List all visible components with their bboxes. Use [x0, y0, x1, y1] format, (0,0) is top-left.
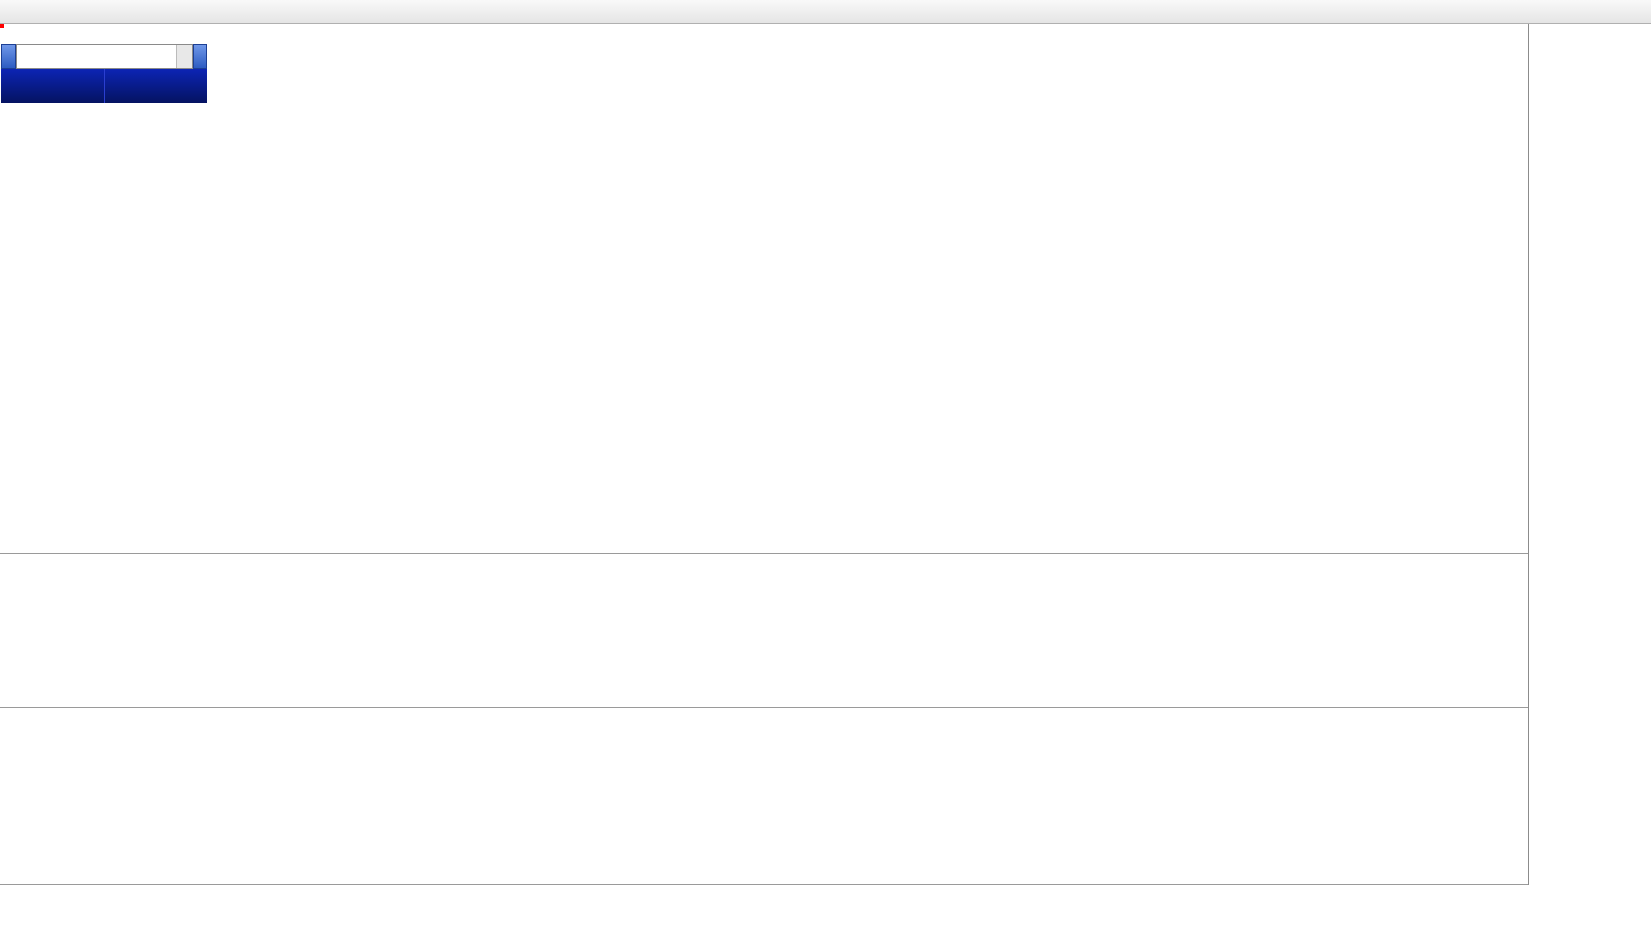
- volume-arrows: [175, 45, 192, 68]
- buy-price[interactable]: [105, 69, 208, 103]
- sell-button[interactable]: [1, 44, 16, 69]
- price-chart-canvas[interactable]: [0, 24, 1528, 554]
- one-click-trading-panel: [1, 44, 207, 103]
- price-axis: [1528, 24, 1651, 902]
- buy-button[interactable]: [192, 44, 207, 69]
- volume-down-button[interactable]: [176, 56, 192, 68]
- pane-separator[interactable]: [0, 553, 1651, 554]
- macd-indicator-pane: [0, 554, 1528, 708]
- volume-input[interactable]: [16, 45, 176, 68]
- macd-canvas[interactable]: [0, 554, 1528, 708]
- rsi-indicator-pane: [0, 708, 1528, 884]
- time-axis: [0, 885, 1651, 902]
- price-chart-pane: [0, 24, 1528, 554]
- volume-up-button[interactable]: [176, 45, 192, 57]
- pane-separator[interactable]: [0, 707, 1651, 708]
- price-callout-box[interactable]: [0, 24, 4, 28]
- sell-price[interactable]: [1, 69, 104, 103]
- price-divider: [103, 69, 105, 103]
- main-toolbar: [0, 0, 1651, 24]
- time-axis-border: [0, 884, 1651, 885]
- rsi-canvas[interactable]: [0, 708, 1528, 884]
- volume-spinner: [15, 44, 193, 69]
